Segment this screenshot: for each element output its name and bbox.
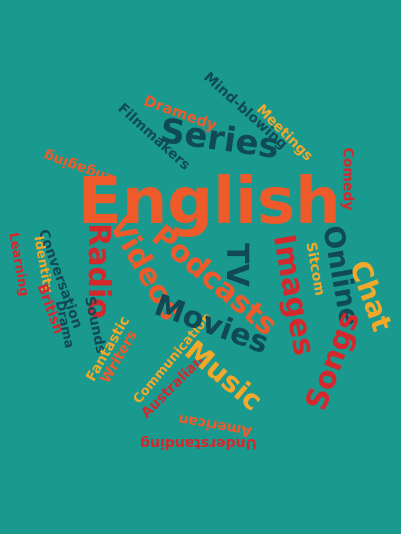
word-english: English — [78, 165, 341, 239]
word-understanding: Understanding — [140, 435, 258, 451]
word-learning: Learning — [5, 231, 32, 298]
word-tv: TV — [218, 243, 254, 287]
word-comedy: Comedy — [339, 147, 356, 211]
